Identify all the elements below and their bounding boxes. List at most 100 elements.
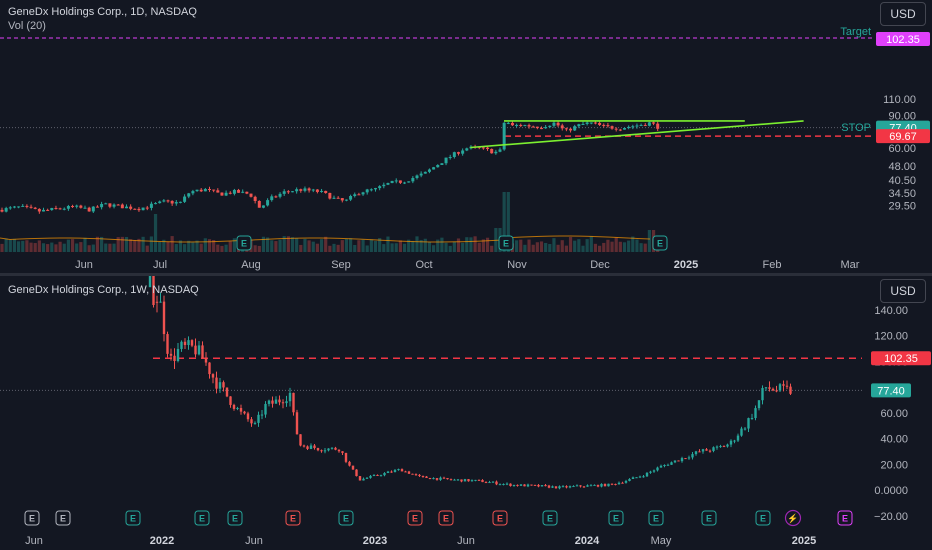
daily-candle — [4, 208, 8, 212]
weekly-candle — [533, 484, 537, 486]
weekly-event-badge: E — [706, 514, 712, 524]
volume-bar — [21, 240, 25, 252]
weekly-candle — [586, 485, 589, 487]
volume-bar — [100, 236, 104, 252]
weekly-candle — [663, 464, 666, 466]
weekly-candle — [306, 446, 309, 449]
daily-candle — [216, 190, 220, 193]
daily-candle — [560, 125, 564, 129]
daily-candle — [104, 203, 108, 205]
weekly-candle — [341, 451, 344, 453]
weekly-candle — [400, 469, 404, 472]
daily-candle — [224, 192, 228, 196]
daily-candle — [535, 126, 539, 129]
weekly-candle — [285, 401, 288, 404]
daily-chart-title: GeneDx Holdings Corp., 1D, NASDAQ — [8, 6, 197, 18]
volume-bar — [12, 238, 17, 252]
daily-candle — [66, 206, 70, 209]
weekly-candle — [229, 396, 232, 405]
volume-bar — [535, 242, 539, 252]
daily-candle — [436, 165, 440, 168]
weekly-event-badge-bg — [55, 510, 71, 526]
daily-candle — [631, 126, 635, 128]
volume-bar — [539, 241, 544, 252]
weekly-candle — [439, 477, 442, 480]
daily-candle — [286, 191, 290, 193]
daily-chart-pane[interactable]: 110.0090.0075.0060.0048.0040.5034.5029.5… — [0, 0, 932, 274]
volume-bar — [519, 239, 523, 252]
daily-candle — [299, 189, 303, 191]
weekly-candle — [435, 478, 439, 480]
volume-bar — [54, 244, 58, 252]
volume-bar — [606, 239, 610, 252]
weekly-candle — [421, 476, 425, 478]
daily-candle — [598, 122, 602, 125]
weekly-candle — [621, 482, 624, 484]
daily-candle — [166, 200, 170, 202]
weekly-candle — [470, 480, 474, 482]
daily-candle — [195, 189, 199, 192]
volume-bar — [8, 239, 12, 252]
daily-candle — [544, 127, 548, 129]
weekly-candle — [708, 450, 712, 452]
daily-earnings-badge: E — [503, 239, 509, 249]
weekly-candle — [712, 447, 715, 451]
volume-indicator-label: Vol (20) — [8, 20, 46, 32]
daily-candle — [369, 189, 373, 191]
volume-bar — [361, 239, 365, 252]
volume-bar — [41, 243, 46, 252]
daily-candle — [423, 171, 427, 174]
volume-bar — [635, 239, 639, 252]
daily-candle — [357, 194, 361, 196]
weekly-candle — [505, 483, 509, 485]
daily-chart-svg[interactable]: 110.0090.0075.0060.0048.0040.5034.5029.5… — [0, 0, 932, 274]
weekly-event-badge: E — [613, 514, 619, 524]
volume-bar — [407, 239, 411, 252]
weekly-candle — [684, 458, 687, 460]
weekly-candle — [253, 422, 257, 424]
weekly-candle — [460, 479, 463, 482]
weekly-event-badge-bg — [338, 510, 354, 526]
volume-bar — [627, 240, 631, 252]
volume-bar — [274, 241, 278, 252]
daily-candle — [116, 204, 120, 206]
volume-bar — [104, 243, 108, 252]
weekly-candle — [495, 481, 498, 485]
daily-candle — [527, 125, 531, 127]
daily-candle — [652, 122, 656, 124]
weekly-x-tick: Jun — [245, 535, 263, 547]
weekly-x-tick: May — [651, 535, 672, 547]
weekly-candle — [362, 478, 365, 481]
weekly-event-badge: E — [497, 514, 503, 524]
weekly-candle — [155, 301, 159, 303]
volume-bar — [195, 240, 199, 252]
weekly-currency-button[interactable]: USD — [880, 279, 926, 303]
daily-candle — [154, 203, 158, 205]
volume-bar — [66, 239, 70, 252]
weekly-last-price-tag: 77.40 — [877, 385, 905, 397]
volume-ma-line — [0, 235, 651, 243]
weekly-candle — [554, 486, 558, 489]
target-label: Target — [840, 26, 871, 38]
daily-earnings-badge-bg — [498, 235, 514, 251]
volume-bar — [473, 236, 477, 252]
weekly-chart-svg[interactable]: 140.00120.00100.0080.0060.0040.0020.000.… — [0, 276, 932, 550]
daily-candle — [100, 203, 104, 208]
weekly-chart-pane[interactable]: 140.00120.00100.0080.0060.0040.0020.000.… — [0, 276, 932, 550]
daily-candle — [25, 205, 29, 207]
daily-candle — [419, 173, 423, 176]
daily-y-tick: 90.00 — [888, 110, 916, 122]
daily-candle — [295, 189, 299, 192]
weekly-candle — [320, 450, 323, 452]
weekly-y-tick: 0.0000 — [874, 485, 908, 497]
weekly-event-badge-bg — [24, 510, 40, 526]
weekly-candle — [351, 465, 355, 470]
daily-currency-button[interactable]: USD — [880, 2, 926, 26]
volume-bar — [344, 238, 349, 252]
pane-divider[interactable] — [0, 273, 932, 276]
volume-bar — [436, 239, 440, 252]
weekly-candle — [407, 471, 411, 474]
weekly-candle — [659, 465, 663, 468]
weekly-event-badge-bg — [837, 510, 853, 526]
volume-bar — [58, 241, 62, 252]
